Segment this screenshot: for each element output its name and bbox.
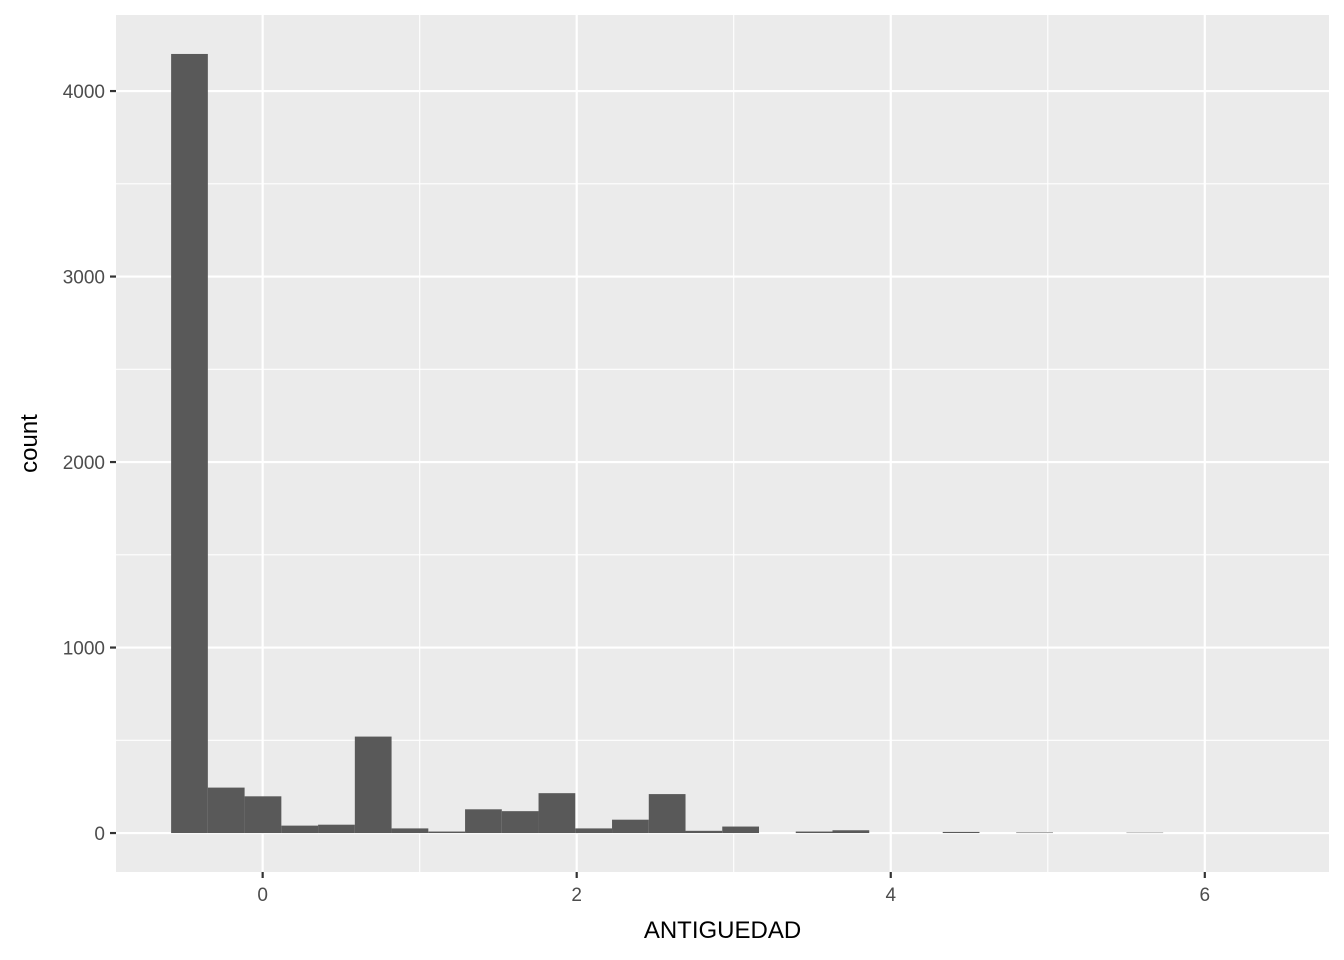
histogram-bar: [207, 787, 245, 834]
x-axis-title: ANTIGUEDAD: [644, 917, 801, 944]
y-axis-title: count: [16, 414, 43, 473]
histogram-bar: [832, 830, 870, 834]
histogram-bar: [171, 53, 208, 834]
x-tick-label: 2: [571, 885, 582, 906]
histogram-bar: [1016, 832, 1053, 834]
plot-panel: [116, 15, 1329, 872]
histogram-bar: [281, 825, 319, 834]
histogram-bar: [244, 796, 282, 834]
histogram-bars: [171, 53, 1164, 834]
histogram-bar: [685, 830, 723, 834]
x-tick-label: 4: [885, 885, 896, 906]
histogram-bar: [465, 809, 502, 834]
histogram-bar: [501, 811, 539, 834]
y-axis-ticks: 0 1000 2000 3000 4000: [63, 82, 116, 845]
x-tick-label: 0: [257, 885, 268, 906]
y-tick-label: 1000: [63, 639, 105, 660]
histogram-bar: [354, 736, 392, 834]
histogram-bar: [612, 819, 649, 834]
histogram-bar: [648, 794, 686, 834]
histogram-bar: [391, 828, 429, 834]
y-tick-label: 4000: [63, 82, 105, 103]
x-tick-label: 6: [1200, 885, 1211, 906]
y-tick-label: 3000: [63, 268, 105, 289]
histogram-bar: [942, 831, 980, 834]
histogram-bar: [722, 826, 760, 834]
x-axis-ticks: 0 2 4 6: [257, 872, 1210, 906]
histogram-bar: [428, 831, 466, 834]
histogram-bar: [575, 828, 613, 834]
histogram-bar: [318, 824, 355, 834]
y-tick-label: 2000: [63, 453, 105, 474]
y-tick-label: 0: [94, 824, 105, 845]
grid-minor-lines: [116, 15, 1329, 872]
histogram-bar: [795, 831, 833, 834]
histogram-bar: [538, 793, 576, 834]
